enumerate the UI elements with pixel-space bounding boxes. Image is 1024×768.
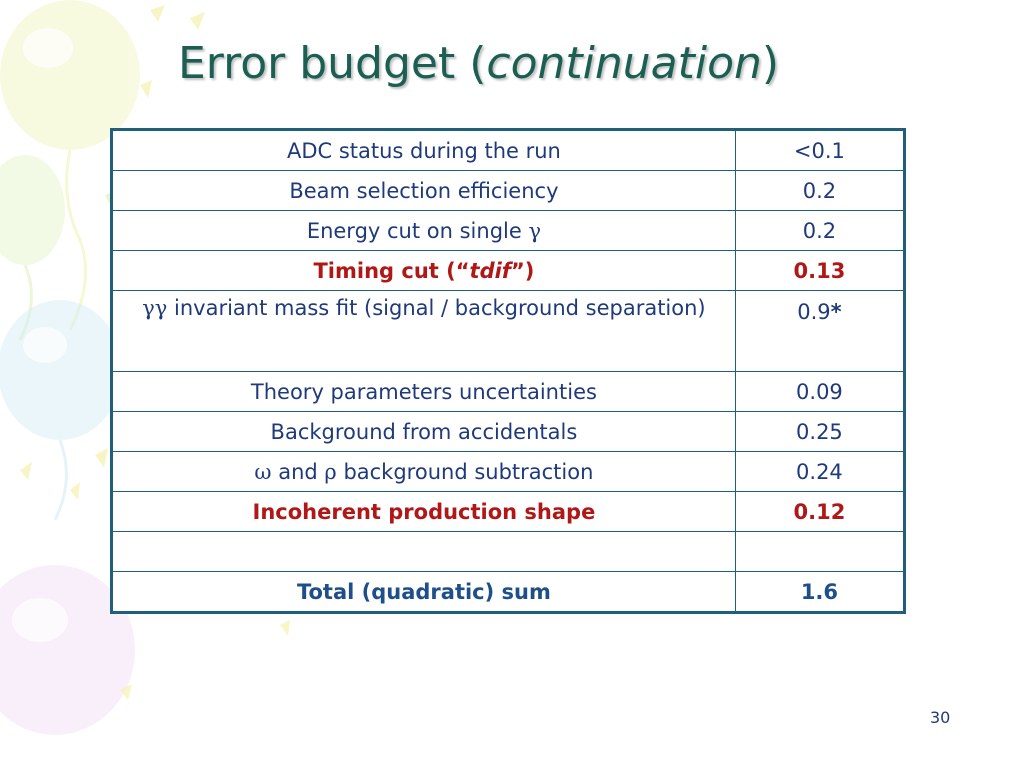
asterisk-mark: *: [830, 300, 842, 324]
row-value: 0.9*: [734, 290, 906, 372]
table-row: Theory parameters uncertainties 0.09: [111, 371, 906, 412]
table-row: Background from accidentals 0.25: [111, 411, 906, 452]
row-label: γγ invariant mass fit (signal / backgrou…: [111, 290, 736, 372]
table-row: ADC status during the run <0.1: [111, 129, 906, 171]
row-label: Beam selection efficiency: [111, 170, 736, 211]
gamma-symbol: γ: [528, 218, 542, 243]
row-label: Background from accidentals: [111, 411, 736, 452]
title-close: ): [761, 38, 780, 89]
table-row-highlight: Timing cut (“tdif”) 0.13: [111, 250, 906, 291]
label-suffix: background subtraction: [336, 459, 594, 484]
row-value: 0.2: [734, 170, 906, 211]
label-suffix: invariant mass fit (signal / background …: [167, 296, 706, 320]
gamma-gamma-symbol: γγ: [142, 296, 168, 320]
row-label: Energy cut on single γ: [111, 210, 736, 251]
table-row-empty: [111, 531, 906, 572]
row-value: 0.2: [734, 210, 906, 251]
label-mid: and: [271, 459, 325, 484]
row-label: [111, 531, 736, 572]
title-italic: continuation: [486, 38, 762, 89]
table-row: Energy cut on single γ 0.2: [111, 210, 906, 251]
table-row-highlight: Incoherent production shape 0.12: [111, 491, 906, 532]
table-row: ω and ρ background subtraction 0.24: [111, 451, 906, 492]
row-value: <0.1: [734, 129, 906, 171]
rho-symbol: ρ: [324, 459, 337, 484]
row-value: [734, 531, 906, 572]
total-value: 1.6: [734, 571, 906, 613]
row-value: 0.13: [734, 250, 906, 291]
row-label: ω and ρ background subtraction: [111, 451, 736, 492]
row-label: ADC status during the run: [111, 129, 736, 171]
label-italic: tdif: [469, 258, 511, 283]
page-title: Error budget (continuation): [178, 38, 779, 89]
total-label: Total (quadratic) sum: [111, 571, 736, 613]
row-label: Theory parameters uncertainties: [111, 371, 736, 412]
table-row: Beam selection efficiency 0.2: [111, 170, 906, 211]
row-label: Timing cut (“tdif”): [111, 250, 736, 291]
title-main: Error budget (: [178, 38, 487, 89]
row-value: 0.12: [734, 491, 906, 532]
table-row-total: Total (quadratic) sum 1.6: [111, 571, 906, 613]
row-label: Incoherent production shape: [111, 491, 736, 532]
omega-symbol: ω: [254, 459, 272, 484]
label-text: Energy cut on single: [306, 218, 529, 243]
row-value: 0.24: [734, 451, 906, 492]
row-value: 0.09: [734, 371, 906, 412]
row-value: 0.25: [734, 411, 906, 452]
label-suffix: ”): [510, 258, 535, 283]
value-number: 0.9: [797, 300, 831, 324]
table-row: γγ invariant mass fit (signal / backgrou…: [111, 290, 906, 372]
page-number: 30: [930, 708, 951, 727]
label-text: Timing cut (“: [313, 258, 470, 283]
error-budget-table: ADC status during the run <0.1 Beam sele…: [110, 128, 906, 614]
